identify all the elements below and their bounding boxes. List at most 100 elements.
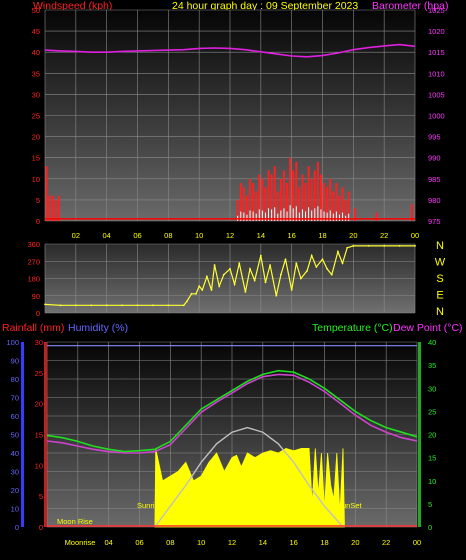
wind-bar <box>286 183 289 221</box>
wind-bar <box>54 199 57 221</box>
wind-bar <box>45 166 48 221</box>
wind-avg-bar <box>243 212 245 221</box>
wind-direction-point <box>300 277 302 280</box>
wind-bar <box>313 170 316 221</box>
x-tick-label: 00 <box>411 231 419 240</box>
wind-direction-point <box>330 273 333 276</box>
x-tick-label: 08 <box>166 538 174 547</box>
wind-bar <box>236 199 239 221</box>
wind-direction-point <box>275 294 278 297</box>
moon-rise-label: Moon Rise <box>57 517 93 526</box>
wind-direction-point <box>152 304 154 307</box>
wind-bar <box>242 187 245 221</box>
x-tick-label: 02 <box>72 231 80 240</box>
wind-direction-point <box>326 268 329 270</box>
wind-bar <box>326 187 329 221</box>
x-tick-label: 14 <box>259 538 267 547</box>
wind-avg-bar <box>255 213 257 221</box>
wind-bar <box>239 183 242 221</box>
wind-avg-bar <box>271 209 273 221</box>
rain-tick-label: 25 <box>35 369 43 378</box>
y-tick-label: 45 <box>32 27 40 36</box>
y-tick-label: 0 <box>36 217 40 226</box>
wind-bar <box>304 183 307 221</box>
x-tick-label: 06 <box>135 538 143 547</box>
wind-avg-bar <box>326 212 328 221</box>
x-tick-label: 18 <box>318 231 326 240</box>
y-tick-label: 270 <box>27 257 40 266</box>
wind-direction-point <box>218 285 221 288</box>
temp-tick-label: 15 <box>428 454 436 463</box>
wind-direction-point <box>264 281 267 284</box>
dewpoint-line <box>46 373 418 454</box>
x-tick-label: 10 <box>197 538 205 547</box>
wind-avg-bar <box>264 212 266 221</box>
wind-avg-bar <box>323 211 325 221</box>
wind-bar <box>316 161 319 221</box>
wind-avg-bar <box>268 208 270 221</box>
wind-bar <box>264 187 267 221</box>
rain-tick-label: 15 <box>35 431 43 440</box>
sunset-label: SunSet <box>337 501 363 510</box>
wind-bar <box>319 174 322 221</box>
humidity-tick-label: 70 <box>11 394 19 403</box>
humidity-axis-title: Humidity (%) <box>68 322 128 334</box>
x-tick-label: 12 <box>226 231 234 240</box>
wind-direction-point <box>244 291 247 293</box>
x-tick-label: 22 <box>380 231 388 240</box>
wind-direction-point <box>310 254 313 257</box>
wind-avg-bar <box>286 211 288 221</box>
y-tick-label: 90 <box>32 292 40 301</box>
wind-direction-point <box>105 304 108 307</box>
wind-bar <box>261 178 264 221</box>
wind-avg-bar <box>298 212 300 221</box>
y2-tick-label: 975 <box>428 217 441 226</box>
temp-tick-label: 40 <box>428 338 436 347</box>
temp-tick-label: 0 <box>428 523 432 532</box>
y-tick-label: 20 <box>32 133 40 142</box>
y-tick-label: 40 <box>32 48 40 57</box>
wind-avg-bar <box>292 208 294 221</box>
wind-bar <box>323 183 326 221</box>
humidity-tick-label: 30 <box>11 468 19 477</box>
wind-avg-bar <box>348 213 350 221</box>
rain-tick-label: 30 <box>35 338 43 347</box>
temp-tick-label: 30 <box>428 384 436 393</box>
wind-bar <box>338 195 341 221</box>
humidity-tick-label: 0 <box>15 523 19 532</box>
rain-tick-label: 0 <box>39 523 43 532</box>
wind-avg-bar <box>314 208 316 221</box>
wind-bar <box>276 191 279 221</box>
temp-tick-label: 20 <box>428 431 436 440</box>
wind-direction-point <box>90 304 93 307</box>
rainfall-axis-title: Rainfall (mm) <box>2 322 64 334</box>
direction-label: S <box>436 273 443 285</box>
y-tick-label: 30 <box>32 90 40 99</box>
wind-avg-bar <box>252 211 254 221</box>
x-tick-label: 16 <box>287 231 295 240</box>
y2-tick-label: 1010 <box>428 69 445 78</box>
wind-avg-bar <box>329 210 331 221</box>
wind-avg-bar <box>280 210 282 221</box>
y2-tick-label: 1020 <box>428 27 445 36</box>
wind-avg-bar <box>240 211 242 221</box>
wind-direction-point <box>306 269 308 272</box>
wind-direction-point <box>290 289 293 291</box>
rain-tick-label: 20 <box>35 400 43 409</box>
wind-direction-point <box>398 245 401 247</box>
wind-bar <box>267 170 270 221</box>
y2-tick-label: 995 <box>428 133 441 142</box>
x-tick-label: 14 <box>257 231 265 240</box>
wind-bar <box>273 166 276 221</box>
wind-direction-point <box>59 304 62 307</box>
wind-direction-point <box>182 304 185 307</box>
y-tick-label: 15 <box>32 154 40 163</box>
x-tick-label: 22 <box>382 538 390 547</box>
direction-label: N <box>436 240 444 252</box>
wind-avg-bar <box>277 213 279 221</box>
wind-direction-point <box>352 245 355 247</box>
wind-direction-point <box>210 289 213 291</box>
wind-bar <box>48 195 51 221</box>
x-tick-label: 04 <box>102 231 110 240</box>
wind-direction-point <box>185 300 188 303</box>
